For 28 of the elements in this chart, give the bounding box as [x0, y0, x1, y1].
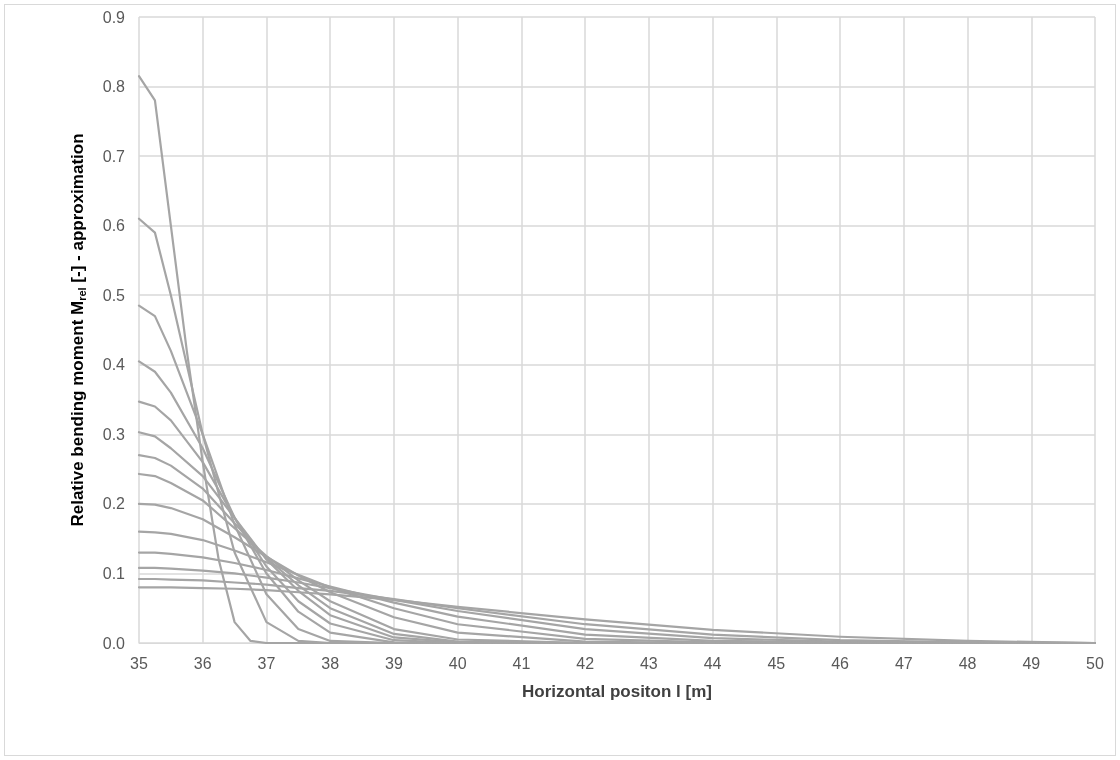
- y-tick-label: 0.3: [102, 425, 126, 443]
- y-tick-label: 0.5: [102, 286, 126, 304]
- x-tick-label: 44: [703, 654, 722, 672]
- x-tick-label: 43: [639, 654, 658, 672]
- y-tick-label: 0.9: [102, 8, 126, 26]
- x-tick-label: 41: [512, 654, 531, 672]
- y-tick-label: 0.4: [102, 356, 126, 374]
- y-tick-label: 0.6: [102, 217, 126, 235]
- x-tick-label: 37: [257, 654, 276, 672]
- x-tick-label: 40: [448, 654, 467, 672]
- x-tick-label: 49: [1022, 654, 1041, 672]
- x-tick-label: 36: [193, 654, 212, 672]
- x-tick-label: 48: [958, 654, 977, 672]
- x-tick-label: 38: [321, 654, 340, 672]
- x-tick-label: 50: [1086, 654, 1104, 672]
- y-tick-label: 0.0: [102, 634, 126, 652]
- x-tick-label: 42: [576, 654, 595, 672]
- x-tick-label: 46: [831, 654, 850, 672]
- x-tick-label: 39: [385, 654, 403, 672]
- x-tick-label: 45: [767, 654, 786, 672]
- y-axis-title: Relative bending moment Mrel [-] - approximation: [68, 133, 88, 527]
- x-axis-title: Horizontal positon l [m]: [522, 682, 712, 701]
- y-tick-label: 0.7: [102, 147, 126, 165]
- x-tick-label: 47: [894, 654, 913, 672]
- y-tick-label: 0.1: [102, 564, 126, 582]
- y-tick-label: 0.2: [102, 495, 126, 513]
- y-tick-label: 0.8: [102, 78, 126, 96]
- x-tick-label: 35: [130, 654, 148, 672]
